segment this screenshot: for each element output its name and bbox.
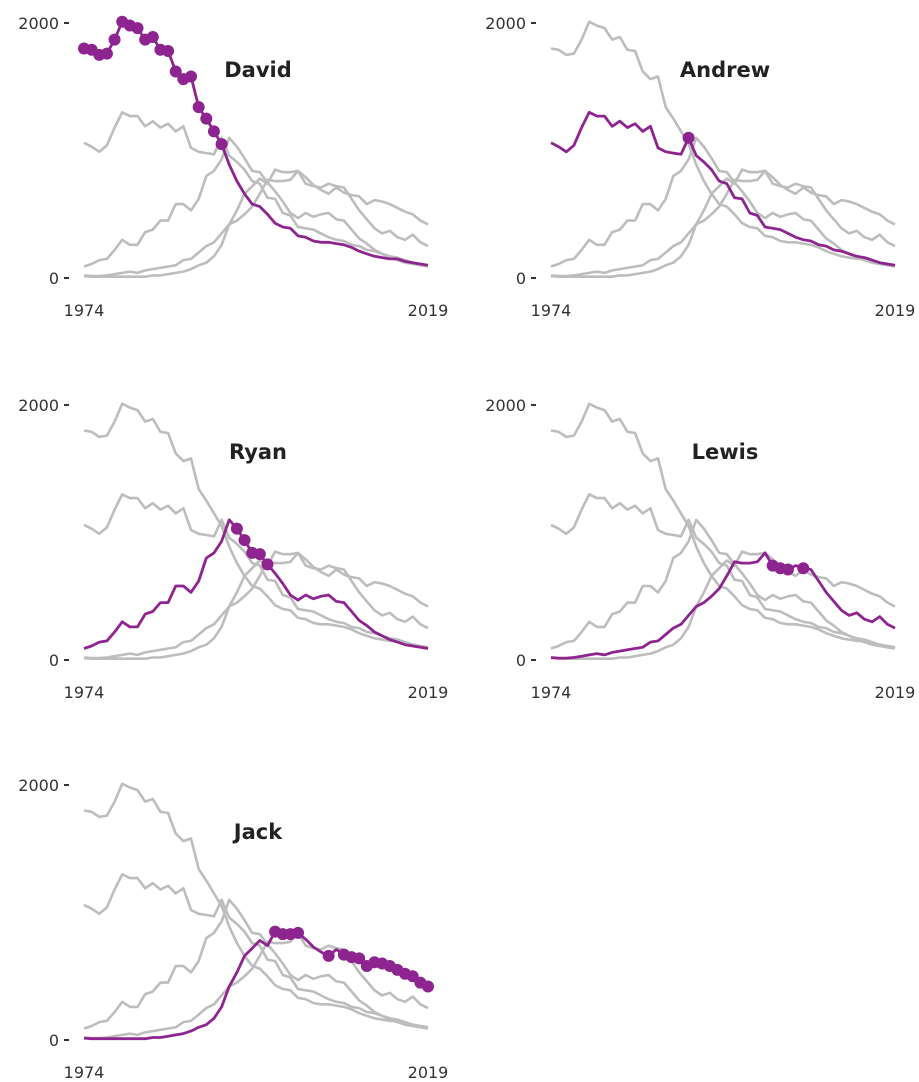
marker-jack-2006 <box>322 949 335 962</box>
marker-jack-2002 <box>292 926 305 939</box>
marker-ryan-1998 <box>261 558 274 571</box>
x-tick-label: 2019 <box>408 1063 449 1082</box>
context-line-david <box>83 402 429 649</box>
y-tick-label: 2000 <box>18 396 59 415</box>
context-line-jack <box>83 550 429 660</box>
y-tick-label: 2000 <box>18 14 59 33</box>
context-line-lewis <box>83 169 429 278</box>
highlight-line-jack <box>83 930 429 1041</box>
marker-ryan-1995 <box>238 534 251 547</box>
marker-jack-2019 <box>422 980 434 993</box>
x-tick-label: 1974 <box>531 683 572 702</box>
y-tick-label: 2000 <box>18 776 59 795</box>
panel-ryan: 0 2000 1974 2019 Ryan <box>18 396 448 702</box>
panel-david: 0 2000 1974 2019 David <box>18 14 448 320</box>
marker-david-1992 <box>215 138 228 151</box>
panel-title-andrew: Andrew <box>680 58 770 82</box>
marker-david-1983 <box>146 31 159 44</box>
x-tick-label: 1974 <box>64 301 105 320</box>
marker-lewis-2007 <box>797 562 810 575</box>
marker-david-1985 <box>162 45 175 58</box>
panel-lewis: 0 2000 1974 2019 Lewis <box>485 396 915 702</box>
context-line-david <box>550 20 896 267</box>
context-line-andrew <box>83 873 429 1029</box>
marker-david-1988 <box>185 70 198 83</box>
context-line-lewis <box>83 551 429 660</box>
x-tick-label: 1974 <box>531 301 572 320</box>
y-tick-label: 2000 <box>485 396 526 415</box>
panel-jack: 0 2000 1974 2019 Jack <box>18 776 448 1082</box>
context-line-andrew <box>550 493 896 649</box>
x-tick-label: 2019 <box>408 301 449 320</box>
highlight-line-andrew <box>550 110 896 267</box>
context-line-lewis <box>83 931 429 1040</box>
context-line-lewis <box>550 169 896 278</box>
y-tick-label: 0 <box>516 651 526 670</box>
context-line-ryan <box>550 136 896 268</box>
context-line-david <box>550 402 896 649</box>
y-tick-label: 0 <box>49 269 59 288</box>
marker-jack-2010 <box>353 952 366 965</box>
marker-ryan-1997 <box>253 548 266 561</box>
panel-title-jack: Jack <box>232 820 283 844</box>
y-tick-label: 0 <box>49 1031 59 1050</box>
x-tick-label: 2019 <box>875 301 916 320</box>
marker-david-1986 <box>169 65 182 78</box>
context-line-ryan <box>83 136 429 268</box>
context-line-andrew <box>83 493 429 649</box>
marker-ryan-1994 <box>230 522 243 535</box>
y-tick-label: 0 <box>49 651 59 670</box>
x-tick-label: 1974 <box>64 1063 105 1082</box>
marker-david-1981 <box>131 22 144 35</box>
context-line-ryan <box>550 518 896 650</box>
marker-david-1977 <box>100 47 113 60</box>
marker-david-1991 <box>207 125 220 138</box>
marker-david-1989 <box>192 101 205 114</box>
highlight-line-david <box>83 20 429 267</box>
marker-david-1990 <box>200 112 213 125</box>
y-tick-label: 2000 <box>485 14 526 33</box>
context-line-ryan <box>83 898 429 1030</box>
panel-title-lewis: Lewis <box>692 440 759 464</box>
marker-andrew-1992 <box>682 131 695 144</box>
panel-title-ryan: Ryan <box>229 440 287 464</box>
x-tick-label: 2019 <box>875 683 916 702</box>
context-line-david <box>83 782 429 1029</box>
context-line-andrew <box>83 111 429 267</box>
marker-lewis-2005 <box>781 563 794 576</box>
panel-title-david: David <box>224 58 292 82</box>
x-tick-label: 1974 <box>64 683 105 702</box>
marker-david-1978 <box>108 33 121 46</box>
x-tick-label: 2019 <box>408 683 449 702</box>
context-line-jack <box>550 168 896 278</box>
context-line-jack <box>83 168 429 278</box>
y-tick-label: 0 <box>516 269 526 288</box>
highlight-line-lewis <box>550 551 896 660</box>
context-line-jack <box>550 550 896 660</box>
panel-andrew: 0 2000 1974 2019 Andrew <box>485 14 915 320</box>
